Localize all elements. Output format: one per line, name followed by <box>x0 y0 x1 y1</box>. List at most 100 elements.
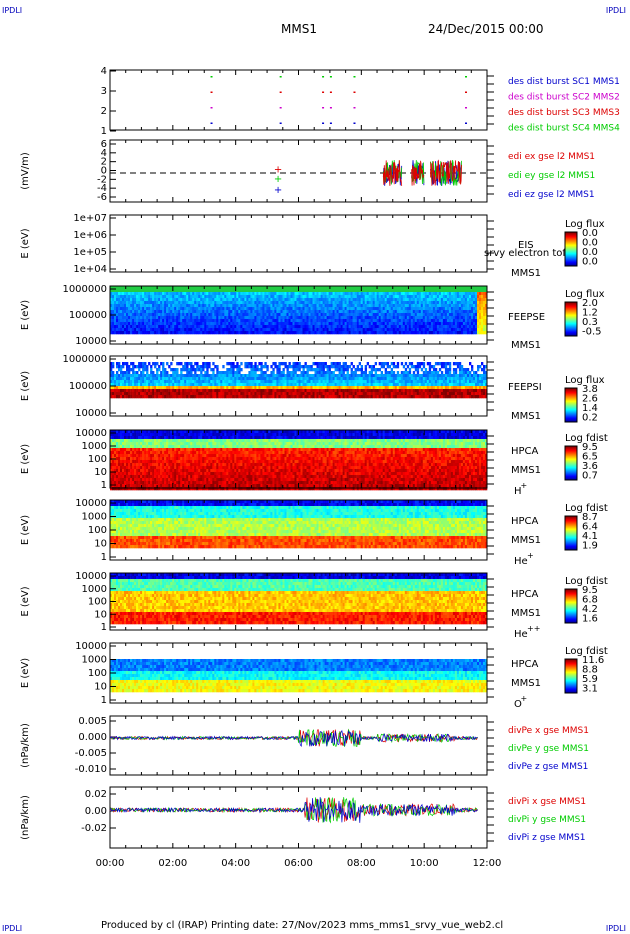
feepsi-panel-cell <box>244 386 247 390</box>
feepsi-panel-cell <box>250 371 253 375</box>
feepsi-panel-cell <box>110 383 113 387</box>
feepsi-panel-cell <box>124 374 127 378</box>
feepse-panel-cell <box>274 316 277 320</box>
feepsi-panel-cell <box>214 389 217 393</box>
feepsi-panel-cell <box>358 392 362 396</box>
feepse-panel-cell <box>414 319 418 323</box>
feepse-panel-cell <box>124 328 127 332</box>
feepsi-panel-cell <box>392 395 396 399</box>
feepse-panel-cell <box>398 328 402 332</box>
feepse-panel-cell <box>236 310 239 314</box>
feepsi-panel-cell <box>136 380 139 384</box>
feepsi-panel-cell <box>124 392 127 396</box>
feepse-panel-cell <box>356 301 360 305</box>
feepse-panel-cell <box>154 316 157 320</box>
feepse-panel-cell <box>248 310 251 314</box>
feepsi-panel-cell <box>238 374 241 378</box>
feepsi-panel-cell <box>352 365 355 369</box>
feepsi-panel-cell <box>334 362 337 366</box>
feepsi-panel-cell <box>208 374 211 378</box>
feepse-panel-cell <box>138 295 141 299</box>
feepse-panel-cell <box>456 328 460 332</box>
feepsi-panel-cell <box>348 389 351 393</box>
feepsi-panel-cell <box>342 365 345 369</box>
feepsi-panel-cell <box>212 377 215 381</box>
feepsi-panel-cell <box>240 389 243 393</box>
feepsi-panel-cell <box>342 371 345 375</box>
feepse-panel-cell <box>466 307 470 311</box>
feepse-panel-cell <box>300 313 303 317</box>
feepsi-panel-cell <box>426 386 430 390</box>
feepsi-panel-cell <box>254 392 257 396</box>
feepsi-panel-cell <box>260 371 263 375</box>
feepse-panel-cell <box>483 319 486 323</box>
feepse-panel-cell <box>450 313 454 317</box>
feepsi-panel-cell <box>162 371 165 375</box>
feepse-panel-cell <box>174 313 177 317</box>
feepsi-panel-cell <box>230 362 233 366</box>
feepse-panel-cell <box>200 304 203 308</box>
feepse-panel-cell <box>362 325 366 329</box>
feepse-panel-cell <box>456 307 460 311</box>
feepse-panel-cell <box>166 316 169 320</box>
feepse-panel-cell <box>334 331 337 335</box>
feepsi-panel-cell <box>338 383 341 387</box>
feepsi-panel-cell <box>434 395 438 399</box>
feepsi-panel-cell <box>284 362 287 366</box>
feepsi-panel-cell <box>292 389 295 393</box>
feepsi-panel-cell <box>456 374 460 378</box>
feepse-panel-cell <box>424 331 428 335</box>
feepse-panel-cell <box>304 295 307 299</box>
feepsi-panel-cell <box>194 368 197 372</box>
feepse-panel-cell <box>420 304 424 308</box>
feepse-panel-cell <box>334 328 337 332</box>
feepse-panel-cell <box>252 328 255 332</box>
feepse-panel-cell <box>180 313 183 317</box>
feepse-panel-cell <box>366 322 370 326</box>
feepse-panel-cell <box>458 298 462 302</box>
feepsi-panel-cell <box>436 377 440 381</box>
feepse-panel-cell <box>126 304 129 308</box>
feepsi-panel-cell <box>450 395 454 399</box>
feepse-panel-cell <box>180 292 183 296</box>
feepsi-panel-cell <box>174 395 177 399</box>
eis-panel-colorbar-band <box>565 248 577 250</box>
feepse-panel-cell <box>466 319 470 323</box>
feepse-panel-cell <box>346 301 349 305</box>
feepsi-panel-cell <box>252 368 255 372</box>
feepse-panel-cell <box>338 319 341 323</box>
feepse-panel-cell <box>248 331 251 335</box>
corner-label-top-left: IPDLI <box>2 6 23 15</box>
feepsi-panel-cell <box>112 374 115 378</box>
feepse-panel-cell <box>154 319 157 323</box>
feepsi-panel-cell <box>282 383 285 387</box>
feepsi-panel-cell <box>330 386 333 390</box>
feepsi-panel-cell <box>278 386 281 390</box>
feepse-panel-cell <box>473 310 476 314</box>
feepse-panel-cell <box>406 319 410 323</box>
feepse-panel-cell <box>286 322 289 326</box>
feepsi-panel-cell <box>140 380 143 384</box>
feepsi-panel-cell <box>334 392 337 396</box>
feepsi-panel-cell <box>130 386 133 390</box>
feepse-panel-cell <box>372 325 376 329</box>
feepse-panel-cell <box>128 319 131 323</box>
feepse-panel-cell <box>250 301 253 305</box>
feepse-panel-cell <box>176 304 179 308</box>
feepsi-panel-cell <box>440 362 444 366</box>
feepsi-panel-cell <box>286 365 289 369</box>
feepse-panel-cell <box>364 295 368 299</box>
feepse-panel-cell <box>216 295 219 299</box>
feepse-panel-cell <box>440 298 444 302</box>
feepsi-panel-cell <box>140 386 143 390</box>
feepse-panel-cell <box>314 322 317 326</box>
feepsi-panel-cell <box>224 371 227 375</box>
feepse-panel-cell <box>286 307 289 311</box>
feepsi-panel-cell <box>404 386 408 390</box>
feepsi-panel-cell <box>378 389 382 393</box>
feepse-panel-cell <box>456 310 460 314</box>
feepsi-panel-cell <box>310 386 313 390</box>
feepsi-panel-cell <box>264 392 267 396</box>
feepse-panel-cell <box>290 304 293 308</box>
